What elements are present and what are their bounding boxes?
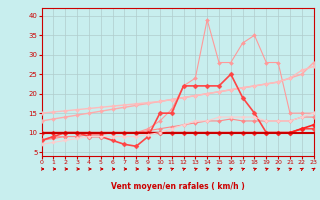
X-axis label: Vent moyen/en rafales ( km/h ): Vent moyen/en rafales ( km/h )	[111, 182, 244, 191]
